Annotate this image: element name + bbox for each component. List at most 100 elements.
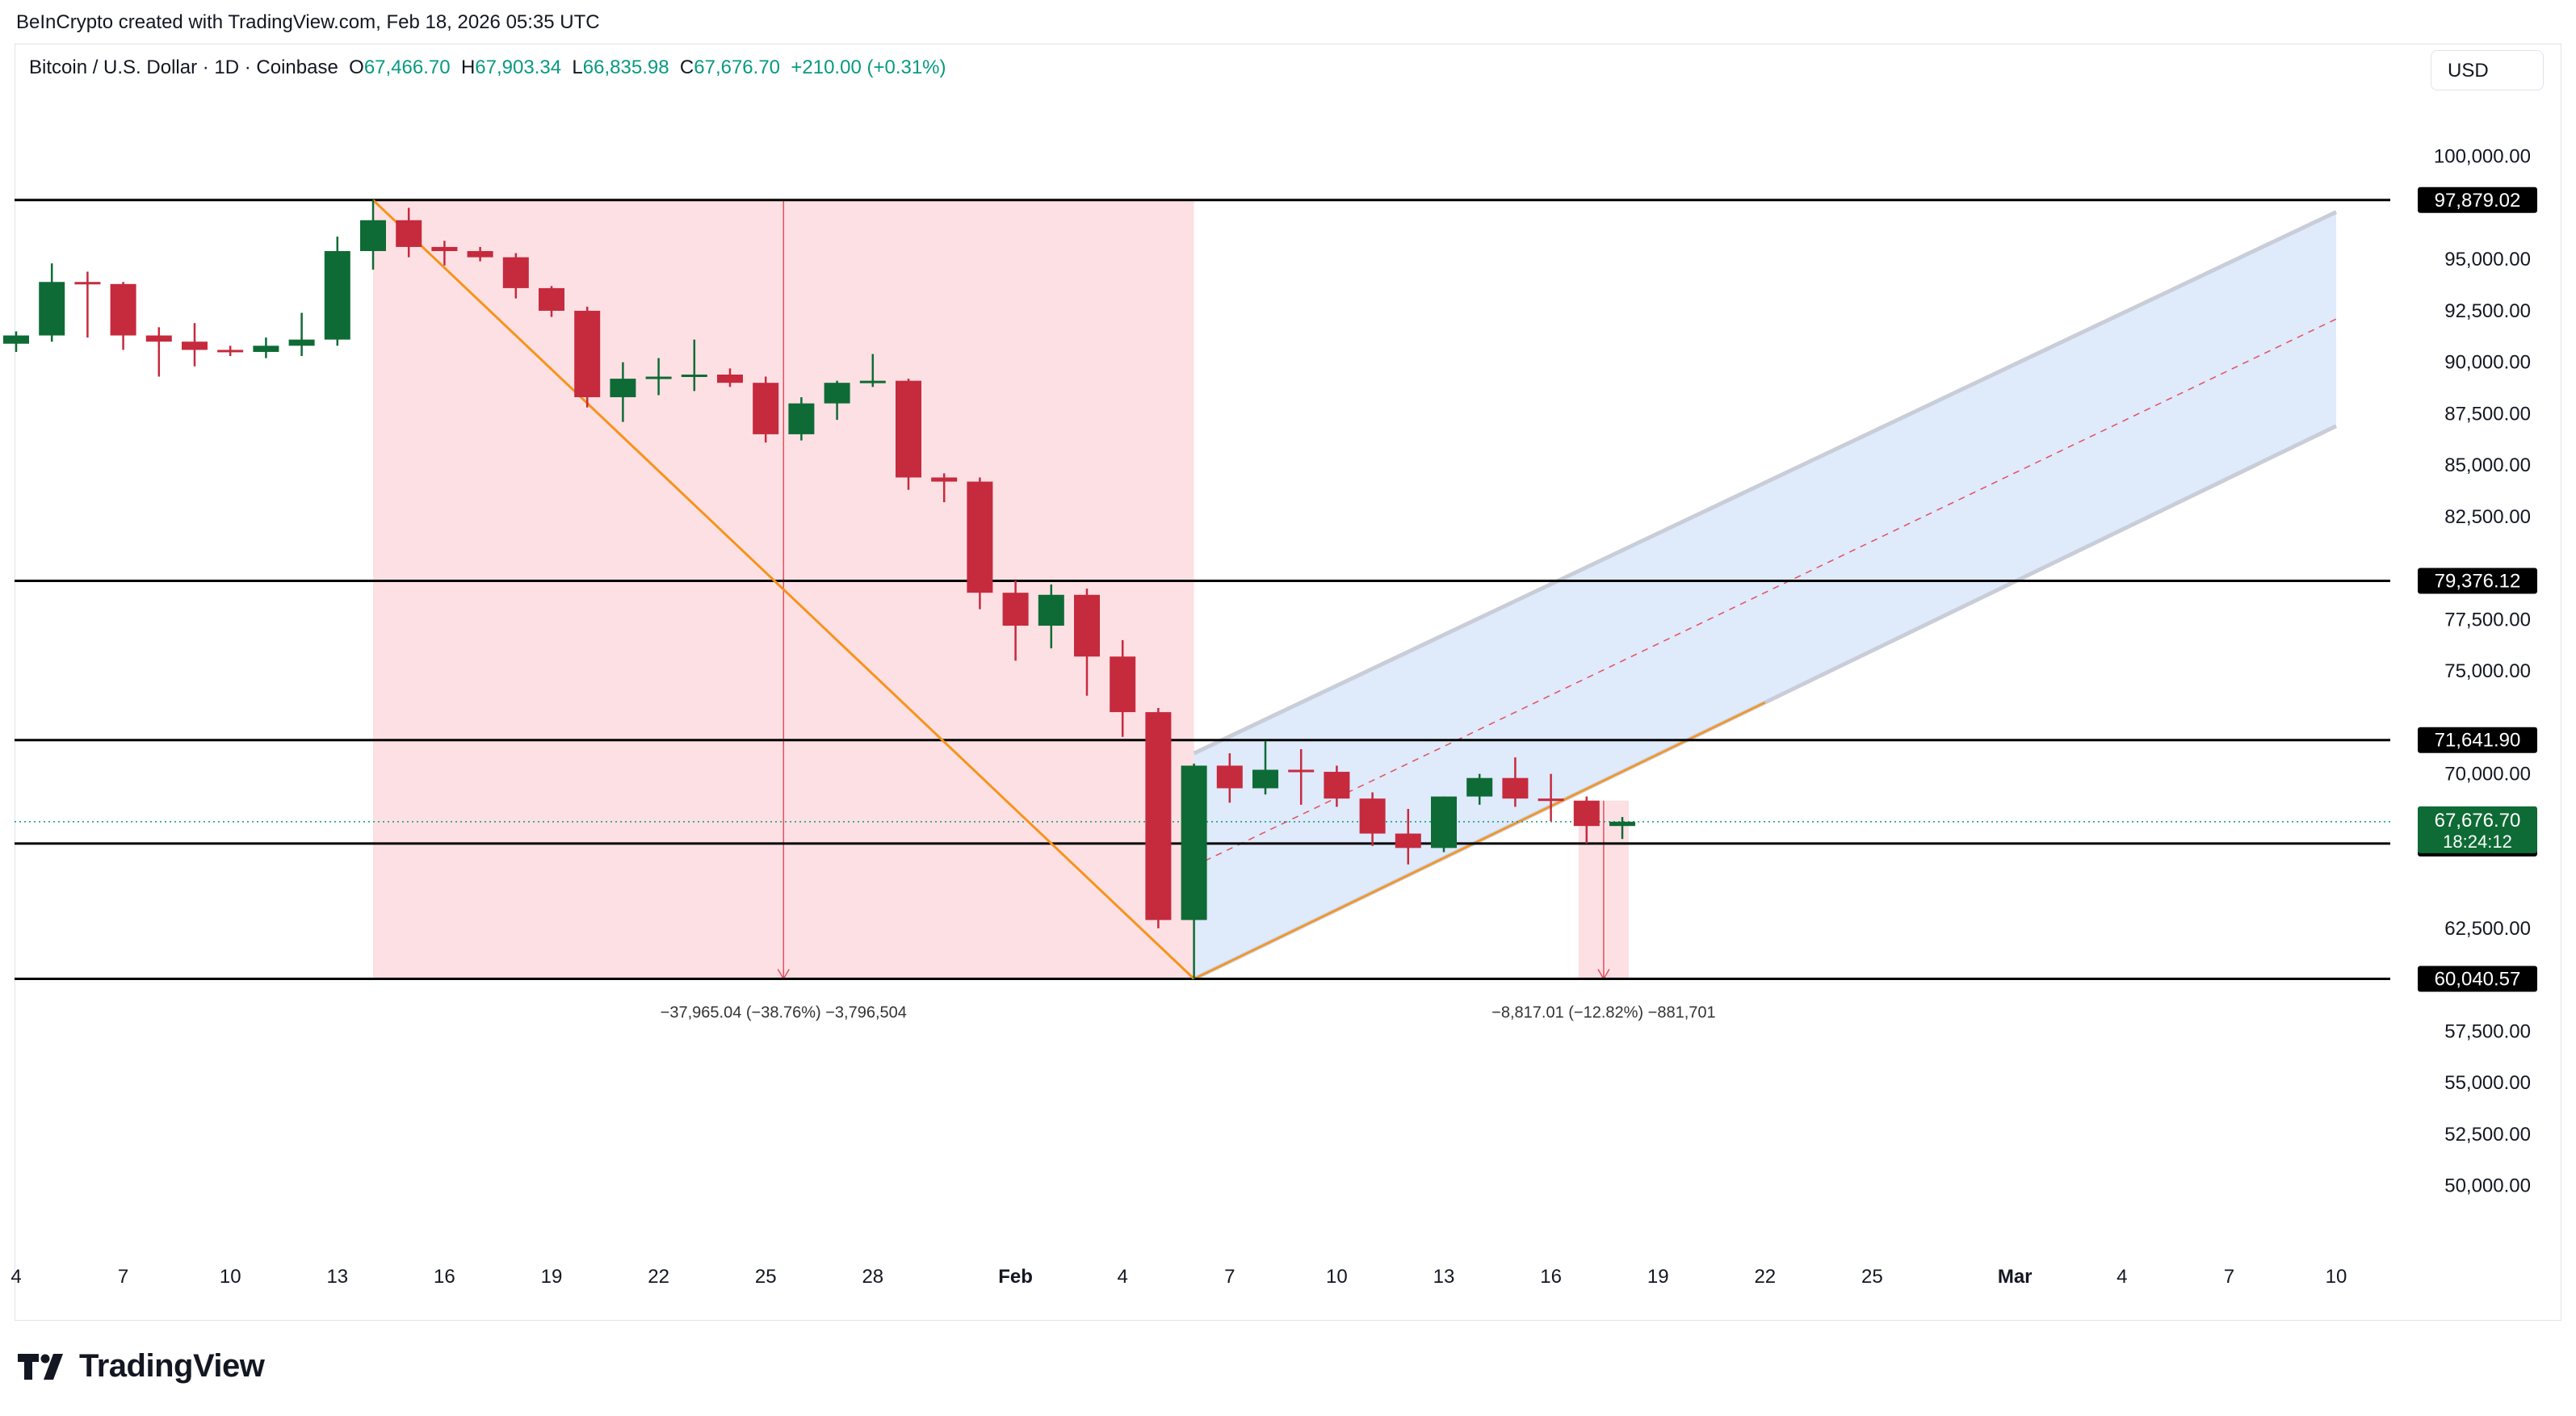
- y-tick-label: 62,500.00: [2444, 918, 2531, 940]
- candle: [467, 246, 493, 262]
- open-value: 67,466.70: [363, 57, 451, 78]
- candle: [610, 362, 636, 422]
- y-tick-label: 87,500.00: [2444, 403, 2531, 425]
- candle: [1288, 749, 1315, 805]
- candle-body: [253, 346, 279, 352]
- candle-body: [1502, 777, 1529, 799]
- candle: [574, 306, 601, 408]
- candle: [645, 358, 672, 396]
- y-tick-label: 90,000.00: [2444, 352, 2531, 374]
- candle: [931, 473, 958, 503]
- candle: [1573, 796, 1600, 844]
- tradingview-logo[interactable]: TradingView: [18, 1348, 265, 1385]
- candle-body: [1573, 800, 1600, 827]
- candle: [1538, 773, 1564, 822]
- y-tick-label: 52,500.00: [2444, 1124, 2531, 1146]
- candle-body: [1216, 765, 1243, 789]
- y-tick-label: 70,000.00: [2444, 764, 2531, 786]
- y-tick-label: 85,000.00: [2444, 455, 2531, 476]
- y-tick-label: 95,000.00: [2444, 249, 2531, 270]
- symbol-legend: Bitcoin / U.S. Dollar · 1D · Coinbase O6…: [29, 57, 946, 79]
- candle-body: [610, 379, 636, 398]
- x-tick-label: 13: [326, 1266, 348, 1288]
- close-label: C: [679, 57, 694, 78]
- candle-body: [681, 374, 707, 377]
- x-tick-label: 19: [541, 1266, 563, 1288]
- candle: [74, 271, 101, 338]
- high-label: H: [460, 57, 476, 78]
- candle-body: [967, 481, 993, 593]
- price-range-label: −8,817.01 (−12.82%) −881,701: [1491, 1004, 1715, 1022]
- tradingview-logo-text: TradingView: [79, 1348, 265, 1384]
- y-tick-label: 77,500.00: [2444, 609, 2531, 630]
- candle: [324, 237, 350, 346]
- candle-body: [324, 251, 350, 340]
- candle-body: [753, 383, 779, 434]
- candle-body: [1359, 798, 1386, 834]
- x-tick-label: 16: [1540, 1266, 1562, 1288]
- candle: [431, 241, 458, 266]
- level-price-tag: [2418, 727, 2537, 753]
- time-axis[interactable]: 4 7 10 13 16 19 22 25 28 Feb 4 7 10 13 16 19 22 25 Mar 4 7 10: [10, 1266, 2347, 1288]
- level-price-tag: [2418, 966, 2537, 992]
- candle: [396, 207, 422, 258]
- price-axis[interactable]: 100,000.00 95,000.00 92,500.00 90,000.00 87,…: [2434, 146, 2531, 1197]
- level-price-tag-text: 97,879.02: [2435, 190, 2521, 212]
- x-tick-label: 7: [2224, 1266, 2234, 1288]
- candle-body: [1395, 833, 1421, 848]
- candle-body: [1538, 798, 1564, 802]
- high-value: 67,903.34: [475, 57, 562, 78]
- y-tick-label: 75,000.00: [2444, 660, 2531, 682]
- x-tick-label: 25: [755, 1266, 777, 1288]
- x-tick-label: 10: [220, 1266, 241, 1288]
- x-tick-label: 10: [2326, 1266, 2347, 1288]
- low-label: L: [572, 57, 583, 78]
- x-tick-label: Feb: [998, 1266, 1033, 1288]
- candle-countdown-text: 18:24:12: [2443, 832, 2512, 852]
- candle: [110, 282, 136, 350]
- x-tick-label: 16: [434, 1266, 455, 1288]
- currency-button[interactable]: USD: [2431, 50, 2544, 90]
- x-tick-label: 7: [1224, 1266, 1235, 1288]
- candle-body: [3, 335, 29, 344]
- level-price-tag: [2418, 568, 2537, 594]
- x-tick-label: 10: [1326, 1266, 1348, 1288]
- candle: [1216, 753, 1243, 803]
- open-label: O: [349, 57, 364, 78]
- candle: [253, 337, 279, 358]
- candle: [896, 379, 921, 490]
- channel-mid-line: [1194, 318, 2337, 867]
- candle-body: [574, 310, 601, 398]
- candle-body: [360, 220, 386, 252]
- x-tick-label: 25: [1861, 1266, 1883, 1288]
- last-price-tag-text: 67,676.70: [2435, 810, 2521, 832]
- candle: [1466, 773, 1493, 805]
- downtrend-line: [371, 199, 1195, 980]
- candle: [967, 477, 993, 610]
- candle: [1431, 796, 1457, 853]
- x-tick-label: 13: [1433, 1266, 1455, 1288]
- candle: [1074, 589, 1100, 696]
- x-tick-label: 19: [1647, 1266, 1669, 1288]
- channel-fill: [1194, 212, 2336, 979]
- candle: [824, 380, 850, 421]
- candle-body: [145, 335, 172, 342]
- candle: [217, 346, 244, 357]
- regression-channel: [1193, 210, 2338, 981]
- candle: [1181, 763, 1207, 979]
- candle: [360, 199, 386, 270]
- candle: [39, 263, 65, 342]
- candle: [3, 331, 29, 352]
- candle: [1324, 765, 1350, 807]
- y-tick-label: 92,500.00: [2444, 300, 2531, 322]
- candle-body: [74, 282, 101, 285]
- tradingview-logo-icon: [18, 1353, 63, 1380]
- y-tick-label: 57,500.00: [2444, 1020, 2531, 1042]
- candle: [145, 327, 172, 377]
- candle-body: [1145, 712, 1172, 920]
- candle-body: [1288, 769, 1315, 773]
- candle: [1110, 639, 1136, 737]
- candle-body: [1002, 593, 1029, 626]
- candle: [1038, 584, 1064, 649]
